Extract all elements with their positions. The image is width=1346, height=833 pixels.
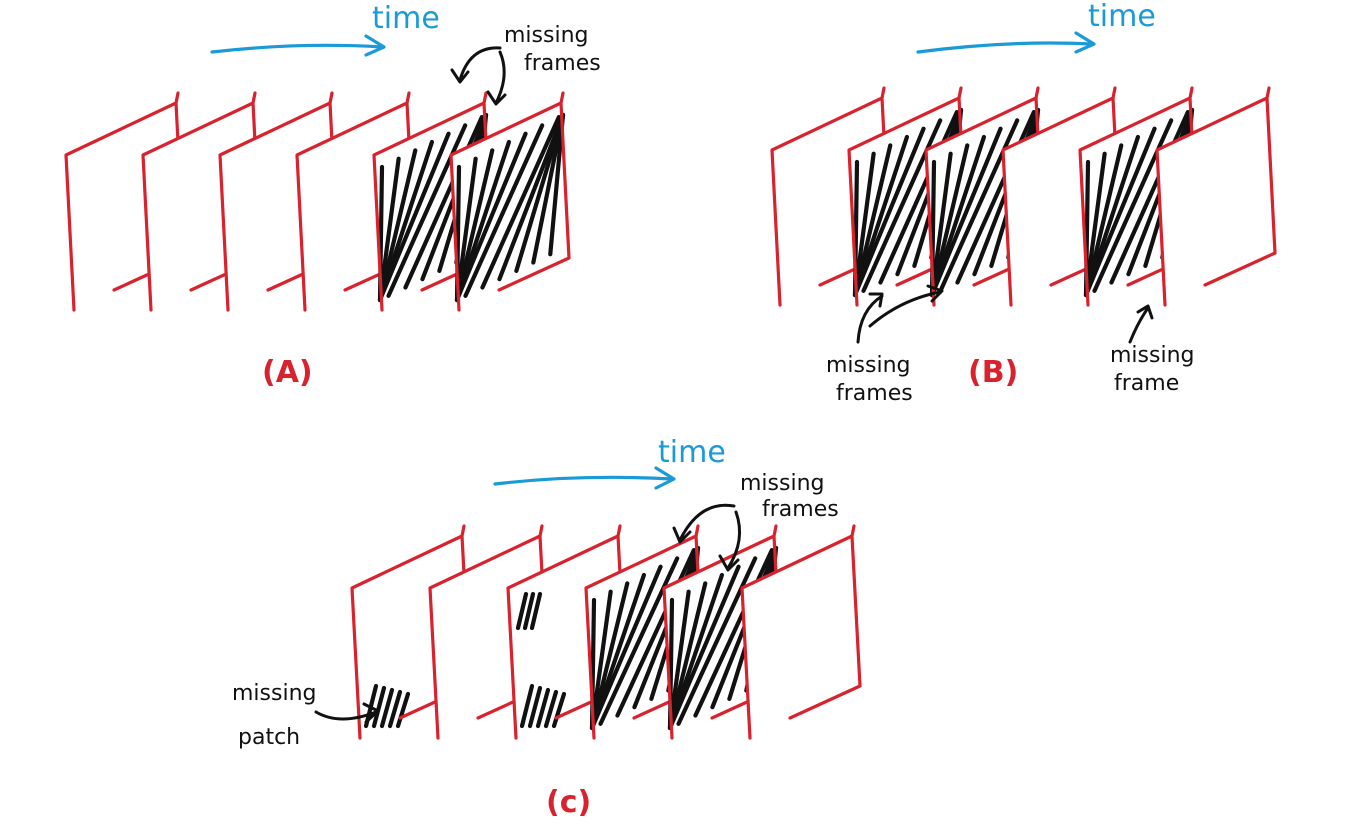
panel-a: time missing frames (A)	[64, 1, 601, 390]
hatch-stroke	[454, 156, 478, 303]
hatch-stroke	[463, 123, 545, 298]
patch-stroke	[543, 689, 559, 729]
hatch-stroke	[1083, 143, 1124, 298]
panel-c-patch-annotation-line1: missing	[232, 681, 317, 706]
hatch-stroke	[929, 151, 953, 298]
patch-stroke	[527, 685, 543, 729]
panel-c-annotation-arrow-left	[672, 503, 736, 544]
panel-a-annotation-line1: missing	[504, 23, 589, 48]
hatch-stroke	[852, 151, 876, 298]
hatch-stroke	[589, 581, 630, 731]
patch-stroke	[395, 691, 411, 729]
panel-b-annotation-arrow-3	[1128, 304, 1154, 344]
hatch-stroke	[852, 143, 893, 298]
panel-b-annotation-arrow-2	[868, 284, 944, 328]
patch-stroke	[371, 685, 387, 729]
panel-c: time missing frames missing patch (c)	[232, 435, 862, 820]
panel-a-frames	[64, 91, 571, 312]
hatch-stroke	[454, 131, 528, 303]
hatch-stroke	[454, 148, 495, 303]
hatch-stroke	[667, 589, 691, 731]
panel-b-frames	[770, 86, 1277, 307]
panel-c-annotation-line1: missing	[740, 471, 825, 496]
panel-b-frame-6	[1155, 86, 1277, 307]
patch-stroke	[379, 687, 395, 729]
patch-stroke	[515, 591, 529, 631]
panel-a-frame-6	[449, 91, 571, 312]
hatch-stroke	[1083, 151, 1107, 298]
patch-stroke	[522, 591, 536, 631]
panel-c-patch-arrow	[314, 702, 380, 724]
panel-c-patch-annotation-line2: patch	[238, 725, 300, 750]
hatch-stroke	[589, 589, 613, 731]
panel-a-label: (A)	[262, 355, 313, 390]
hatch-stroke	[615, 547, 696, 718]
hatch-stroke	[852, 126, 926, 298]
panel-b-annotation-right-line2: frame	[1114, 371, 1179, 396]
hatch-stroke	[377, 131, 451, 303]
hatch-stroke	[598, 556, 680, 726]
patch-stroke	[529, 591, 543, 631]
hatch-stroke	[548, 112, 566, 257]
panel-b-annotation-left-line1: missing	[826, 353, 911, 378]
frame-outline	[740, 524, 862, 740]
hatch-stroke	[676, 556, 758, 726]
hatch-stroke	[667, 581, 708, 731]
missing-patch	[519, 683, 567, 729]
hatch-stroke	[589, 564, 663, 731]
panel-b-time-label: time	[1088, 0, 1156, 34]
hatch-stroke	[514, 112, 566, 273]
panel-c-annotation-line2: frames	[762, 497, 839, 522]
hatch-stroke	[377, 156, 401, 303]
hatch-stroke	[929, 126, 1003, 298]
panel-a-time-arrow	[210, 34, 386, 57]
panel-c-label: (c)	[546, 785, 591, 820]
patch-stroke	[519, 683, 535, 729]
panel-b-annotation-right-line1: missing	[1110, 343, 1195, 368]
hatch-stroke	[693, 547, 774, 718]
patch-stroke	[535, 687, 551, 729]
frame-outline	[449, 91, 571, 312]
patch-stroke	[551, 691, 567, 729]
panel-b-annotation-arrow-1	[856, 292, 884, 344]
hatch-stroke	[1083, 126, 1157, 298]
panel-b-label: (B)	[968, 355, 1018, 390]
hatch-stroke	[531, 112, 566, 265]
panel-c-frame-6	[740, 524, 862, 740]
panel-c-time-label: time	[658, 435, 726, 470]
patch-stroke	[387, 689, 403, 729]
hatch-stroke	[929, 143, 970, 298]
panel-a-annotation-arrow-right	[486, 50, 507, 106]
hatch-stroke	[377, 148, 418, 303]
hatch-stroke	[667, 564, 741, 731]
panel-c-annotation-arrow-right	[718, 510, 742, 572]
panel-a-annotation-arrow-left	[450, 46, 502, 84]
hatch-stroke	[497, 112, 566, 282]
panel-c-frames	[350, 524, 862, 740]
panel-b: time missing frames missing frame (B)	[770, 0, 1277, 406]
panel-c-time-arrow	[493, 466, 676, 490]
panel-a-time-label: time	[372, 1, 440, 36]
panel-b-annotation-left-line2: frames	[836, 381, 913, 406]
hatch-stroke	[480, 114, 561, 290]
panel-a-annotation-line2: frames	[524, 51, 601, 76]
panel-b-time-arrow	[916, 31, 1096, 54]
frame-outline	[1155, 86, 1277, 307]
